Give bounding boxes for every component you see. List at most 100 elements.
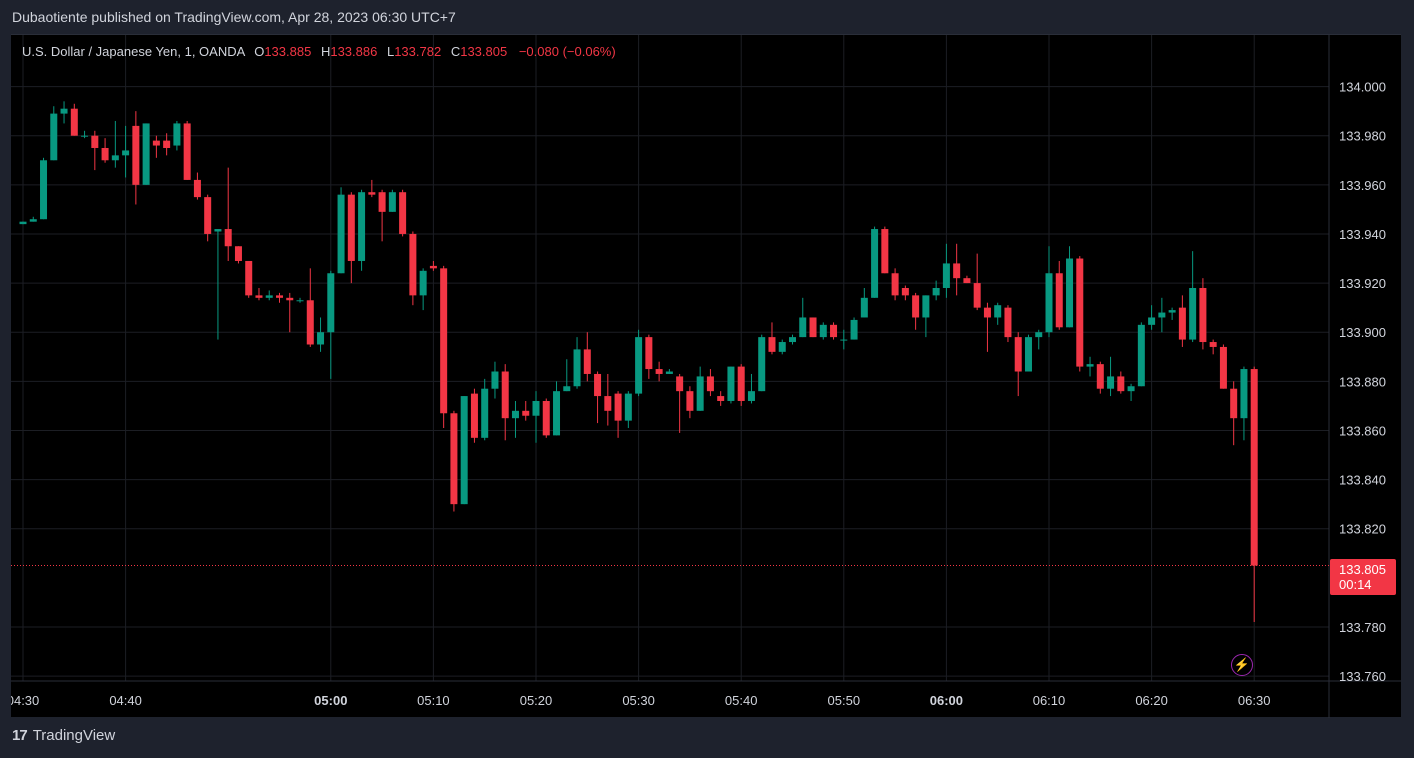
- candle-body: [399, 192, 407, 234]
- candle: [306, 268, 314, 347]
- candle-body: [901, 287, 909, 296]
- candle-body: [111, 155, 119, 161]
- candle-body: [255, 295, 263, 298]
- candle: [460, 396, 468, 505]
- candle-body: [409, 233, 417, 296]
- candle-body: [163, 140, 171, 148]
- candle: [727, 366, 735, 404]
- candle-body: [245, 260, 253, 296]
- candle-body: [871, 229, 879, 298]
- candle-body: [860, 297, 868, 318]
- footer-brand[interactable]: 17 TradingView: [12, 727, 115, 744]
- candle: [40, 157, 48, 220]
- candle: [922, 295, 930, 338]
- candle: [1148, 305, 1156, 330]
- candle-body: [553, 391, 561, 436]
- candle-body: [1004, 307, 1012, 338]
- candle: [830, 322, 838, 340]
- candle-body: [799, 317, 807, 338]
- candle-body: [1189, 287, 1197, 340]
- candle: [563, 359, 571, 392]
- candle: [255, 287, 263, 301]
- candle: [665, 369, 673, 374]
- candle: [809, 317, 817, 338]
- candle: [511, 400, 519, 438]
- time-tick-label: 06:20: [1135, 693, 1168, 708]
- candle-body: [809, 317, 817, 338]
- candle-body: [686, 391, 694, 411]
- candle: [963, 275, 971, 284]
- candle-body: [1168, 310, 1176, 313]
- candle-body: [1035, 332, 1043, 338]
- open-value: 133.885: [264, 44, 312, 59]
- time-tick-label: 05:00: [314, 693, 347, 708]
- candle: [953, 243, 961, 296]
- candle: [1209, 339, 1217, 355]
- open-label: O: [254, 44, 265, 59]
- candle: [1137, 322, 1145, 387]
- candle-body: [429, 265, 437, 269]
- candle: [409, 231, 417, 306]
- candle: [152, 135, 160, 158]
- candle-body: [306, 300, 314, 345]
- candle-body: [532, 400, 540, 416]
- price-axis[interactable]: 134.000 133.980 133.960 133.940 133.920 133.9…: [1339, 80, 1386, 685]
- candle: [1158, 297, 1166, 333]
- time-axis[interactable]: 04:30 04:40 05:00 05:10 05:20 05:30 05:40 05:50…: [11, 693, 1270, 708]
- candle: [799, 297, 807, 338]
- candle: [1230, 381, 1238, 446]
- candle: [747, 373, 755, 404]
- candle-body: [1199, 287, 1207, 343]
- price-tick-label: 133.880: [1339, 374, 1386, 389]
- candle-body: [583, 349, 591, 374]
- candle: [594, 371, 602, 424]
- candle: [655, 361, 663, 382]
- candle-body: [347, 194, 355, 261]
- time-tick-label: 04:30: [11, 693, 39, 708]
- candle: [1189, 251, 1197, 343]
- candle-body: [614, 393, 622, 421]
- candle-body: [727, 366, 735, 401]
- candle: [994, 302, 1002, 325]
- brand-name: TradingView: [32, 727, 116, 744]
- candle: [296, 297, 304, 303]
- candlestick-chart[interactable]: 134.000 133.980 133.960 133.940 133.920 133.9…: [11, 35, 1401, 718]
- candle: [419, 268, 427, 311]
- high-label: H: [320, 44, 331, 59]
- candle-body: [881, 229, 889, 274]
- candle-body: [747, 391, 755, 401]
- candle: [265, 290, 273, 301]
- price-tick-label: 134.000: [1339, 80, 1386, 95]
- candle-body: [912, 295, 920, 318]
- candle: [1014, 332, 1022, 397]
- high-value: 133.886: [330, 44, 378, 59]
- candle: [819, 322, 827, 340]
- candle: [70, 103, 78, 136]
- candle-body: [994, 305, 1002, 318]
- candle-body: [1137, 324, 1145, 387]
- candle: [29, 216, 37, 222]
- candle-body: [1230, 388, 1238, 419]
- candle-body: [450, 413, 458, 505]
- chart-panel[interactable]: 134.000 133.980 133.960 133.940 133.920 133.9…: [11, 34, 1401, 718]
- candle-body: [696, 376, 704, 411]
- candle: [1117, 371, 1125, 394]
- candle-body: [635, 337, 643, 394]
- candle-body: [491, 371, 499, 389]
- price-tick-label: 133.920: [1339, 276, 1386, 291]
- candle-body: [1209, 342, 1217, 347]
- candle: [1240, 366, 1248, 441]
- lightning-icon[interactable]: ⚡: [1231, 654, 1253, 676]
- candle-body: [50, 113, 58, 161]
- price-tick-label: 133.900: [1339, 325, 1386, 340]
- candle: [19, 221, 27, 225]
- candle-body: [29, 219, 37, 222]
- candle: [193, 172, 201, 200]
- candle-body: [758, 337, 766, 392]
- candle: [696, 366, 704, 411]
- candle-body: [368, 192, 376, 195]
- candle: [111, 120, 119, 168]
- candle-body: [276, 295, 283, 298]
- candle: [245, 260, 253, 298]
- candle-body: [1148, 317, 1156, 325]
